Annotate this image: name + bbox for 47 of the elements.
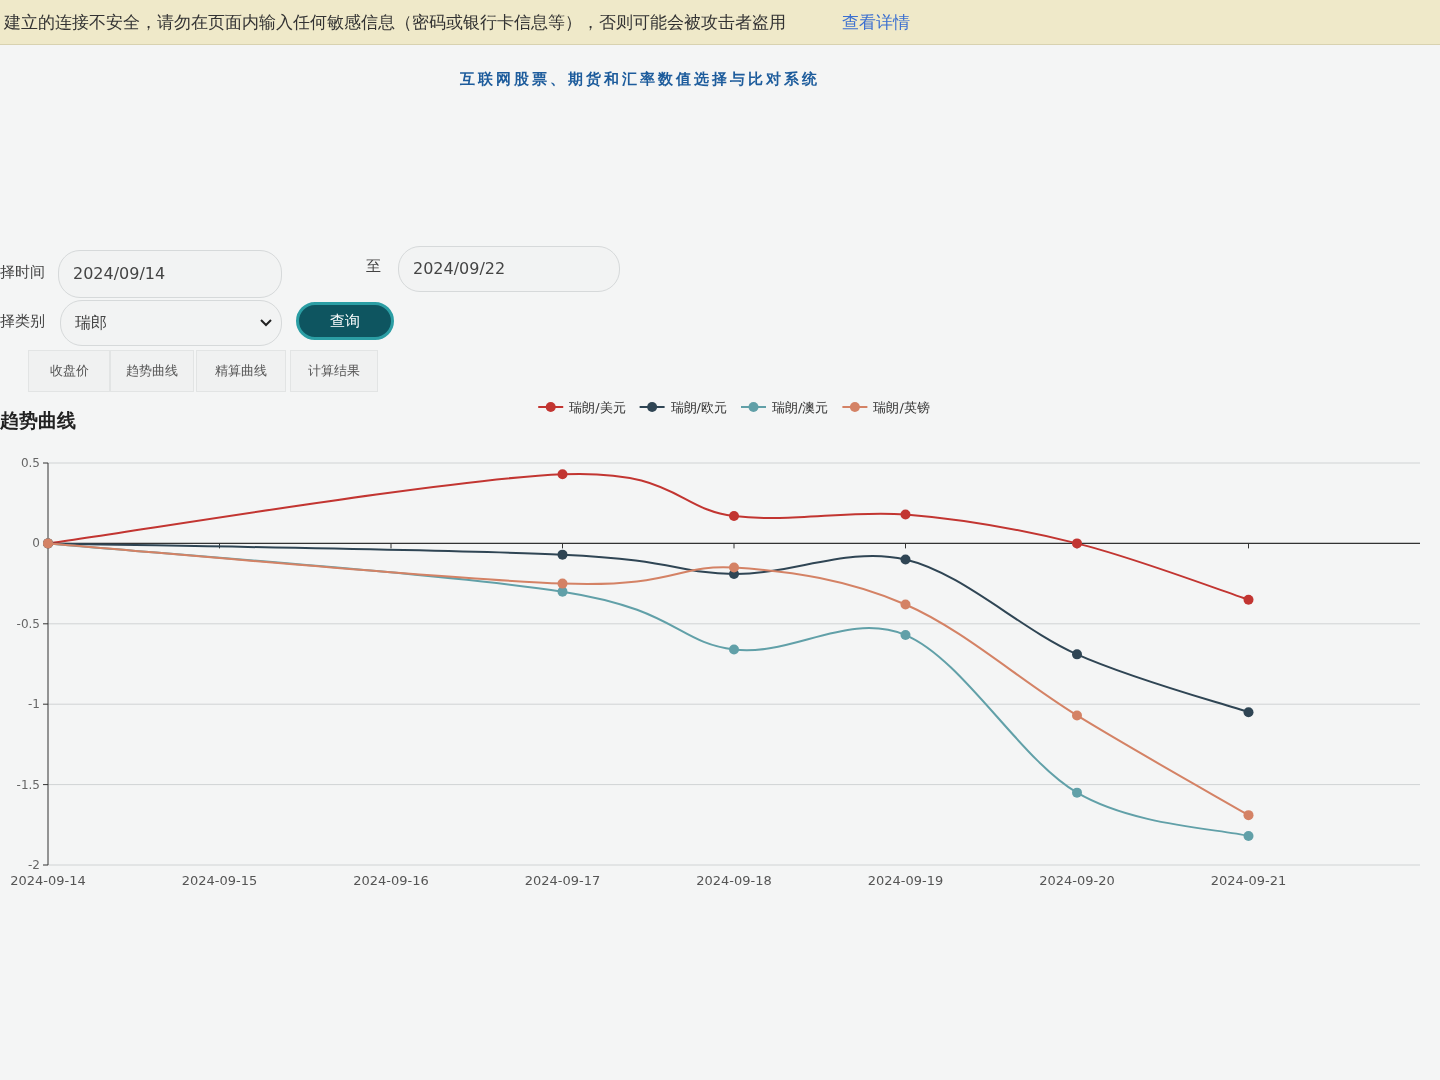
legend-label: 瑞朗/美元 — [569, 400, 626, 415]
legend-label: 瑞朗/欧元 — [670, 400, 727, 415]
point — [1072, 649, 1082, 660]
x-tick-label: 2024-09-15 — [181, 873, 258, 888]
x-tick-label: 2024-09-20 — [1039, 873, 1115, 888]
text: 择时间 — [0, 263, 45, 282]
point — [1072, 787, 1082, 798]
legend-label: 瑞朗/澳元 — [772, 400, 829, 415]
y-tick-label: -0.5 — [16, 616, 40, 631]
point — [900, 599, 911, 610]
point — [557, 578, 568, 589]
point — [1072, 710, 1082, 721]
point — [557, 469, 568, 480]
point — [1243, 810, 1254, 821]
y-tick-label: -1 — [28, 697, 40, 712]
point — [1072, 538, 1082, 549]
chart-title: 互联网股票、期货和汇率数值选择与比对系统 — [459, 70, 821, 89]
text: 建立的连接不安全，请勿在页面内输入任何敏感信息（密码或银行卡信息等），否则可能会被攻击者盗用 — [4, 11, 786, 34]
tab: 趋势曲线 — [110, 350, 194, 392]
y-tick-label: -1.5 — [16, 777, 40, 792]
y-tick-label: -2 — [28, 858, 40, 872]
x-tick-label: 2024-09-16 — [353, 873, 429, 888]
point — [900, 554, 911, 565]
y-tick-label: 0.5 — [20, 456, 40, 470]
point — [557, 549, 568, 560]
point — [729, 562, 739, 573]
x-tick-label: 2024-09-17 — [524, 873, 601, 888]
legend-label: 瑞朗/英镑 — [873, 400, 930, 415]
text: 查看详情 — [842, 11, 910, 34]
x-tick-label: 2024-09-19 — [867, 873, 944, 888]
x-tick-label: 2024-09-18 — [696, 873, 772, 888]
tab: 精算曲线 — [196, 350, 286, 392]
tab: 计算结果 — [290, 350, 378, 392]
text: 择类别 — [0, 312, 45, 331]
x-tick-label: 2024-09-14 — [10, 873, 86, 888]
y-tick-label: 0 — [32, 536, 40, 551]
text: 至 — [366, 257, 381, 276]
point — [900, 630, 911, 641]
point — [1243, 831, 1254, 842]
point — [729, 511, 739, 522]
tab: 收盘价 — [28, 350, 110, 392]
point — [1243, 707, 1254, 718]
x-tick-label: 2024-09-21 — [1210, 873, 1287, 888]
point — [900, 509, 911, 520]
point — [1243, 594, 1254, 605]
chart-subtitle: 趋势曲线 — [0, 408, 76, 433]
point — [729, 644, 739, 655]
